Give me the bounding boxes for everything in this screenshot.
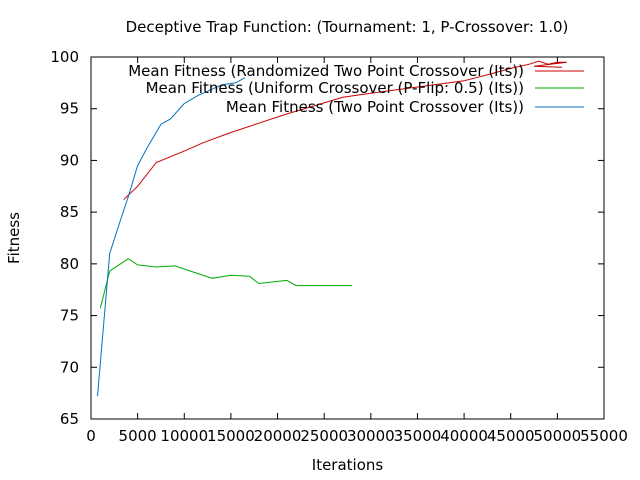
legend: Mean Fitness (Randomized Two Point Cross… bbox=[128, 62, 584, 116]
y-tick-label: 85 bbox=[60, 203, 79, 221]
x-tick-label: 20000 bbox=[254, 427, 302, 445]
series-line-2 bbox=[99, 258, 353, 309]
x-tick-label: 15000 bbox=[207, 427, 255, 445]
y-tick-label: 90 bbox=[60, 151, 79, 169]
y-tick-label: 65 bbox=[60, 410, 79, 428]
y-tick-label: 100 bbox=[50, 48, 79, 66]
legend-label-1: Mean Fitness (Randomized Two Point Cross… bbox=[128, 62, 524, 80]
chart-title: Deceptive Trap Function: (Tournament: 1,… bbox=[126, 18, 569, 36]
x-tick-label: 5000 bbox=[119, 427, 157, 445]
x-axis-label: Iterations bbox=[312, 456, 384, 474]
series-line-3 bbox=[97, 77, 246, 397]
x-tick-label: 40000 bbox=[440, 427, 488, 445]
legend-label-2: Mean Fitness (Uniform Crossover (P-Flip:… bbox=[146, 79, 524, 97]
y-axis-label: Fitness bbox=[5, 212, 23, 264]
legend-label-3: Mean Fitness (Two Point Crossover (Its)) bbox=[226, 98, 524, 116]
series-line-1 bbox=[123, 60, 567, 201]
x-tick-label: 35000 bbox=[394, 427, 442, 445]
y-axis-ticks: 65 70 75 80 85 90 95 100 bbox=[50, 48, 604, 428]
plot-frame bbox=[90, 56, 605, 420]
y-tick-label: 80 bbox=[60, 255, 79, 273]
x-tick-label: 30000 bbox=[347, 427, 395, 445]
x-tick-label: 0 bbox=[86, 427, 96, 445]
series-lines bbox=[97, 60, 567, 397]
x-tick-label: 25000 bbox=[300, 427, 348, 445]
x-tick-label: 10000 bbox=[160, 427, 208, 445]
y-tick-label: 70 bbox=[60, 358, 79, 376]
x-axis-ticks: 0 5000 10000150002000025000300003500040000… bbox=[86, 57, 628, 445]
x-tick-label: 55000 bbox=[580, 427, 628, 445]
y-tick-label: 75 bbox=[60, 307, 79, 325]
x-tick-label: 50000 bbox=[534, 427, 582, 445]
x-tick-label: 45000 bbox=[487, 427, 535, 445]
y-tick-label: 95 bbox=[60, 100, 79, 118]
